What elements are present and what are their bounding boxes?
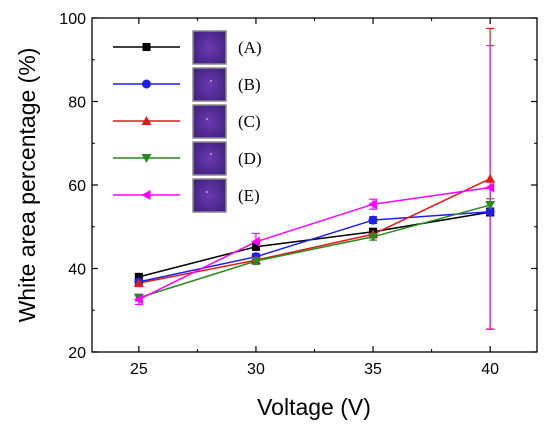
- x-tick-label: 25: [130, 361, 148, 378]
- legend-swatch-image: [192, 104, 227, 139]
- y-tick-label: 20: [68, 345, 86, 362]
- legend-marker: [142, 43, 151, 51]
- y-tick-label: 80: [68, 95, 86, 112]
- series-line: [138, 204, 491, 299]
- plot-area: [91, 17, 538, 353]
- legend-swatch-image: [192, 178, 227, 213]
- legend-swatch-image: [192, 67, 227, 102]
- swatch-speck: [210, 153, 212, 155]
- data-point: [250, 236, 260, 247]
- data-point: [134, 272, 143, 281]
- legend-swatch-image: [192, 141, 227, 176]
- x-axis-title: Voltage (V): [257, 394, 371, 420]
- data-point: [368, 232, 379, 242]
- legend-label: (A): [238, 38, 262, 57]
- y-tick-label: 60: [68, 178, 86, 195]
- series-line: [138, 210, 491, 283]
- legend-marker: [141, 190, 151, 200]
- y-tick-label: 100: [59, 11, 86, 28]
- legend-marker: [142, 79, 151, 89]
- legend-label: (D): [238, 149, 262, 168]
- legend-swatch-image: [192, 30, 227, 65]
- data-point: [485, 201, 496, 211]
- series-markers: [133, 173, 496, 305]
- legend-marker: [141, 154, 152, 163]
- y-axis: 20 40 60 80 100: [59, 11, 537, 362]
- y-tick-label: 40: [68, 262, 86, 279]
- data-point: [485, 207, 495, 217]
- legend-label: (B): [238, 75, 261, 94]
- x-tick-label: 35: [364, 361, 382, 378]
- x-tick-label: 40: [481, 361, 499, 378]
- data-point: [133, 278, 144, 288]
- legend-label: (C): [238, 112, 261, 131]
- series-line: [138, 186, 491, 301]
- swatch-speck: [210, 80, 212, 82]
- x-axis: 25 30 35 40: [130, 18, 499, 378]
- data-point: [368, 199, 378, 210]
- data-point: [251, 242, 260, 251]
- legend: (A) (B) (C) (D) (E): [113, 30, 262, 213]
- legend-marker: [141, 116, 152, 125]
- data-point: [485, 182, 495, 193]
- legend-label: (E): [238, 186, 260, 205]
- data-point: [368, 215, 378, 225]
- swatch-speck: [206, 118, 208, 120]
- series-line: [138, 178, 491, 284]
- x-tick-label: 30: [247, 361, 265, 378]
- data-point: [133, 294, 143, 305]
- series-line: [138, 211, 491, 278]
- data-point: [485, 173, 496, 183]
- data-point: [250, 256, 261, 266]
- series-lines: [138, 178, 491, 301]
- y-axis-title: White area percentage (%): [14, 48, 40, 323]
- swatch-speck: [206, 191, 208, 193]
